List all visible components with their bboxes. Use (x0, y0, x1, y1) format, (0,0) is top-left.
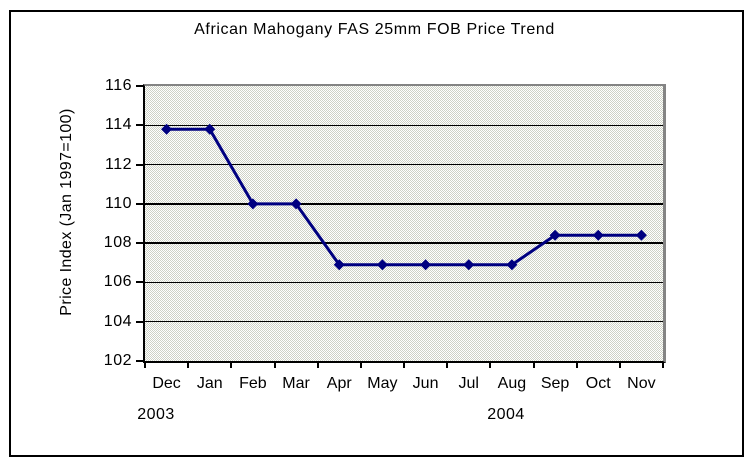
x-axis-tick-5 (359, 362, 362, 368)
gridline-108 (145, 242, 663, 244)
x-axis-tick-0 (144, 362, 146, 368)
y-axis-tick-label-108: 108 (103, 234, 132, 252)
x-axis-month-label-sep: Sep (540, 375, 570, 392)
y-axis-tick-label-104: 104 (103, 312, 132, 330)
x-axis-month-label-jul: Jul (458, 375, 479, 392)
x-axis-year-label-2004: 2004 (487, 406, 525, 423)
y-axis-tick-114 (136, 124, 144, 127)
y-axis-tick-label-102: 102 (103, 352, 132, 369)
x-axis-month-label-jun: Jun (412, 375, 439, 392)
plot-area (143, 84, 666, 363)
x-axis-month-label-dec: Dec (152, 375, 181, 392)
data-point-marker-apr (333, 259, 345, 271)
data-point-marker-feb (247, 198, 259, 210)
x-axis-tick-2 (230, 362, 233, 368)
data-point-marker-jan (204, 123, 216, 135)
x-axis-tick-12 (662, 362, 664, 368)
y-axis-tick-102 (136, 360, 144, 362)
data-point-marker-sep (549, 229, 561, 241)
gridline-104 (145, 320, 663, 323)
data-point-marker-nov (635, 229, 647, 241)
price-series (161, 123, 647, 271)
x-axis-tick-10 (575, 362, 578, 368)
x-axis-tick-11 (618, 362, 621, 368)
y-axis-tick-106 (136, 281, 144, 284)
y-axis-tick-label-112: 112 (104, 155, 132, 173)
x-axis-tick-8 (489, 362, 492, 368)
x-axis-tick-7 (446, 362, 449, 368)
gridline-114 (145, 124, 663, 127)
x-axis-month-label-apr: Apr (326, 375, 352, 392)
data-point-marker-oct (592, 229, 604, 241)
y-axis-title-text: Price Index (Jan 1997=100) (58, 108, 75, 316)
y-axis-tick-112 (136, 163, 144, 166)
data-point-marker-jun (420, 259, 432, 271)
x-axis-month-label-aug: Aug (497, 375, 527, 392)
series-line (166, 127, 642, 267)
x-axis-tick-4 (316, 362, 319, 368)
y-axis-tick-label-114: 114 (104, 116, 132, 134)
y-axis-tick-116 (136, 85, 144, 87)
x-axis-tick-1 (187, 362, 190, 368)
x-axis-month-label-may: May (367, 375, 398, 392)
chart-title: African Mahogany FAS 25mm FOB Price Tren… (194, 21, 555, 38)
y-axis-tick-label-116: 116 (104, 77, 132, 94)
x-axis-month-label-feb: Feb (239, 375, 267, 392)
data-point-marker-dec (161, 123, 173, 135)
y-axis-tick-104 (136, 320, 144, 323)
x-axis-tick-6 (403, 362, 405, 368)
x-axis-tick-3 (273, 362, 276, 368)
data-point-marker-aug (506, 259, 518, 271)
gridline-112 (145, 163, 663, 166)
data-point-marker-jul (463, 259, 475, 271)
chart-outer-border (9, 10, 744, 457)
y-axis-tick-label-110: 110 (104, 194, 132, 212)
x-axis-month-label-nov: Nov (627, 375, 656, 392)
y-axis-tick-110 (136, 202, 144, 205)
data-point-marker-may (376, 259, 388, 271)
gridline-106 (145, 281, 663, 284)
x-axis-year-label-2003: 2003 (137, 406, 175, 423)
y-axis-tick-label-106: 106 (103, 273, 132, 291)
data-point-marker-mar (290, 198, 302, 210)
x-axis-tick-9 (532, 362, 535, 368)
x-axis-month-label-jan: Jan (196, 375, 223, 392)
gridline-110 (145, 203, 663, 205)
y-axis-tick-108 (136, 242, 144, 245)
x-axis-month-label-mar: Mar (282, 375, 310, 392)
x-axis-month-label-oct: Oct (585, 375, 611, 392)
